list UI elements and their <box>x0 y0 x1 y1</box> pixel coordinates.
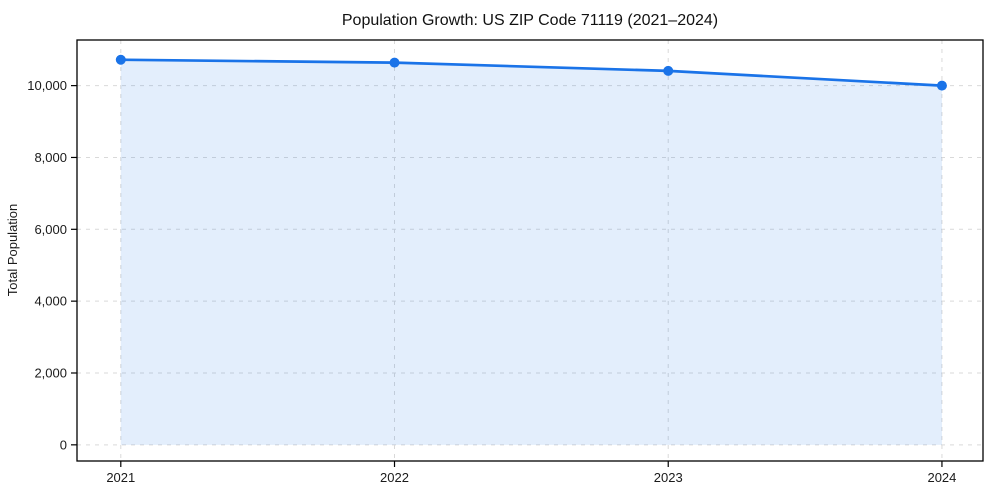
data-point-marker <box>115 54 126 65</box>
data-point-marker <box>936 80 947 91</box>
x-tick-label: 2024 <box>927 470 956 485</box>
area-under-line <box>120 59 942 445</box>
data-line <box>119 58 944 87</box>
y-tick-label: 2,000 <box>34 365 67 380</box>
y-axis-label: Total Population <box>5 204 20 297</box>
data-point-marker <box>389 57 400 68</box>
y-tick-label: 4,000 <box>34 294 67 309</box>
axes <box>71 39 984 467</box>
chart-title: Population Growth: US ZIP Code 71119 (20… <box>342 12 718 29</box>
y-tick-label: 10,000 <box>27 78 67 93</box>
tick-labels: 0 2,000 4,000 6,000 8,000 10,000 2021 2022 2023 2… <box>27 78 956 485</box>
x-tick-label: 2023 <box>654 470 683 485</box>
x-tick-label: 2022 <box>380 470 409 485</box>
area-fill <box>120 59 942 445</box>
y-tick-label: 0 <box>60 437 67 452</box>
y-tick-label: 8,000 <box>34 150 67 165</box>
series-line <box>119 58 944 87</box>
data-points <box>115 54 947 91</box>
gridlines <box>77 40 983 461</box>
plot-border <box>76 39 984 462</box>
x-tick-label: 2021 <box>106 470 135 485</box>
y-tick-label: 6,000 <box>34 222 67 237</box>
data-point-marker <box>663 65 674 76</box>
